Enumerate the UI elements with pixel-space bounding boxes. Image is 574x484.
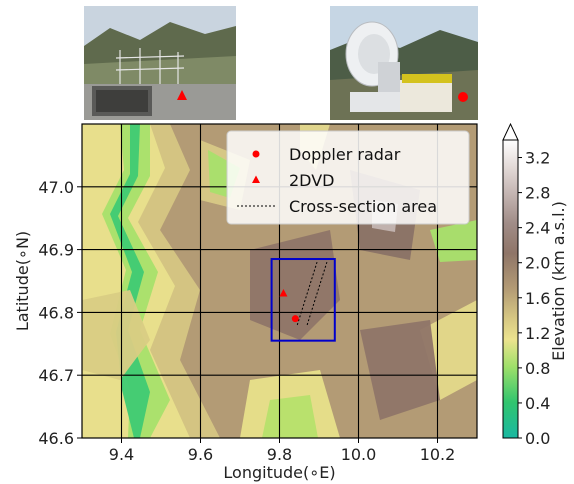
x-tick-label: 9.8 xyxy=(267,445,292,464)
terrain-map xyxy=(82,124,477,438)
y-tick-label: 47.0 xyxy=(38,178,74,197)
legend-label: Cross-section area xyxy=(289,197,437,216)
colorbar-tick-label: 0.8 xyxy=(525,359,550,378)
colorbar-fill xyxy=(503,140,518,438)
colorbar-tick-label: 2.8 xyxy=(525,184,550,203)
photo-radar-marker xyxy=(458,92,468,102)
terrain-patch xyxy=(360,320,440,420)
cross-section-line xyxy=(296,262,318,326)
terrain-patch xyxy=(262,395,318,438)
colorbar: 0.0 0.4 0.8 1.2 1.6 2.0 2.4 2.8 3.2 Elevation (k… xyxy=(502,122,568,448)
colorbar-tick-label: 3.2 xyxy=(525,149,550,168)
photo-radar-site xyxy=(330,6,478,120)
photo-2dvd-marker xyxy=(177,90,187,100)
colorbar-extend-arrow xyxy=(502,122,519,141)
legend: Doppler radar 2DVD Cross-section area xyxy=(226,130,470,225)
colorbar-label: Elevation (km a.s.l.) xyxy=(549,201,568,361)
legend-label: Doppler radar xyxy=(289,145,401,164)
x-axis-label: Longitude(∘E) xyxy=(223,463,335,482)
legend-doppler-radar-swatch xyxy=(252,150,260,158)
colorbar-tick-label: 2.4 xyxy=(525,219,550,238)
colorbar-tick-label: 0.0 xyxy=(525,429,550,448)
y-axis-label: Latitude(∘N) xyxy=(13,231,32,331)
colorbar-tick-label: 0.4 xyxy=(525,394,550,413)
x-tick-label: 9.6 xyxy=(188,445,213,464)
2dvd-marker xyxy=(279,289,288,297)
x-tick-label: 9.4 xyxy=(109,445,134,464)
cross-section-line xyxy=(306,262,328,326)
doppler-radar-marker xyxy=(291,315,299,323)
colorbar-tick-label: 2.0 xyxy=(525,254,550,273)
colorbar-tick-label: 1.6 xyxy=(525,289,550,308)
x-tick-label: 10.2 xyxy=(420,445,456,464)
y-tick-label: 46.6 xyxy=(38,429,74,448)
photo-2dvd-site xyxy=(84,6,236,120)
legend-2dvd-swatch xyxy=(252,175,260,183)
terrain-patch xyxy=(430,220,477,262)
y-tick-label: 46.9 xyxy=(38,241,74,260)
legend-label: 2DVD xyxy=(289,171,334,190)
x-tick-label: 10.0 xyxy=(341,445,377,464)
study-area-box xyxy=(270,258,336,342)
y-tick-label: 46.8 xyxy=(38,303,74,322)
colorbar-tick-label: 1.2 xyxy=(525,324,550,343)
y-tick-label: 46.7 xyxy=(38,366,74,385)
